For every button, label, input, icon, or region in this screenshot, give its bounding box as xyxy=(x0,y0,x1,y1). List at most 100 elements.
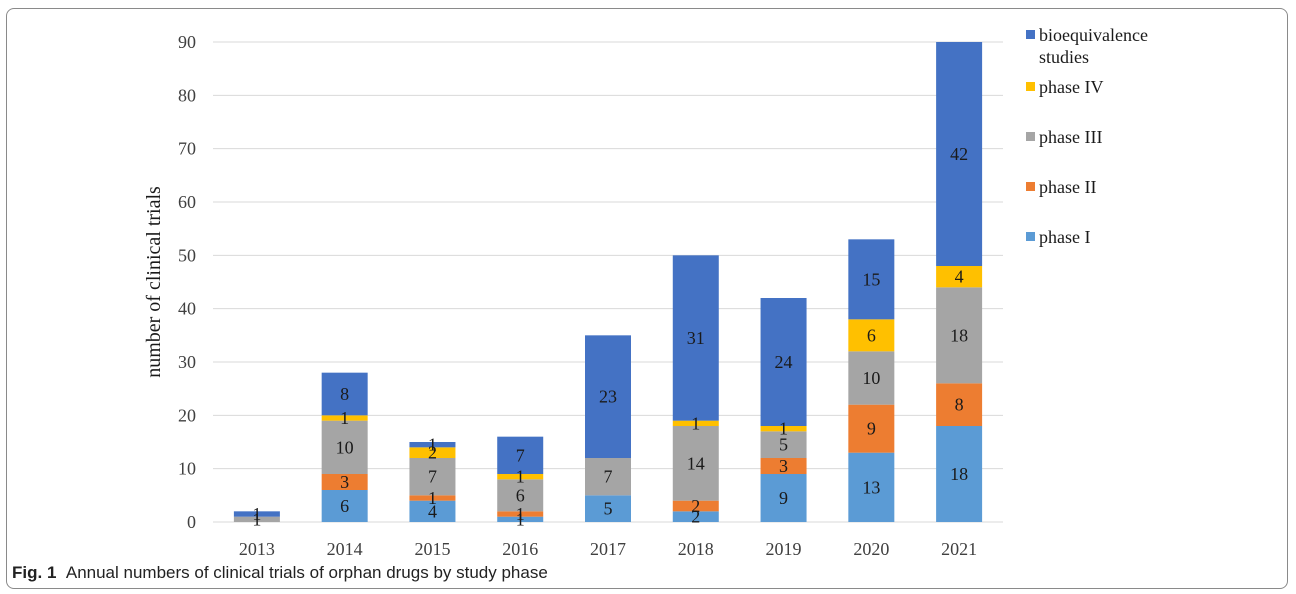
bar-segment xyxy=(936,383,983,426)
data-label: 4 xyxy=(428,501,437,521)
data-label: 1 xyxy=(691,413,700,433)
bar-segment xyxy=(848,452,895,522)
y-tick-label: 10 xyxy=(178,459,196,479)
data-label: 1 xyxy=(779,419,788,439)
bar-segment xyxy=(760,431,807,458)
data-label: 3 xyxy=(340,472,349,492)
legend-item: phase IV xyxy=(1026,76,1189,98)
bar-segment xyxy=(321,372,368,416)
bar-segment xyxy=(497,436,544,474)
bar-segment xyxy=(760,458,807,474)
data-label: 7 xyxy=(604,467,613,487)
legend-item: phase III xyxy=(1026,126,1189,148)
y-tick-label: 50 xyxy=(178,245,196,265)
bar-segment xyxy=(233,511,280,517)
data-label: 4 xyxy=(955,267,964,287)
bar-segment xyxy=(672,420,719,426)
data-label: 42 xyxy=(950,144,968,164)
legend-label: bioequivalence studies xyxy=(1039,25,1148,67)
bar-segment xyxy=(672,500,719,512)
data-label: 31 xyxy=(687,328,705,348)
data-label: 8 xyxy=(340,384,349,404)
bar-segment xyxy=(409,458,456,496)
data-label: 1 xyxy=(340,408,349,428)
y-tick-label: 80 xyxy=(178,85,196,105)
bar-segment xyxy=(497,511,544,517)
legend-swatch xyxy=(1026,82,1035,91)
bar-segment xyxy=(672,426,719,501)
data-label: 7 xyxy=(516,445,525,465)
legend-swatch xyxy=(1026,132,1035,141)
data-label: 1 xyxy=(428,488,437,508)
bar-segment xyxy=(936,266,983,288)
data-label: 1 xyxy=(516,504,525,524)
x-tick-label: 2016 xyxy=(502,539,538,559)
data-label: 1 xyxy=(516,509,525,529)
x-tick-label: 2015 xyxy=(414,539,450,559)
bar-segment xyxy=(760,426,807,432)
data-label: 6 xyxy=(340,496,349,516)
data-label: 9 xyxy=(867,419,876,439)
legend-swatch xyxy=(1026,232,1035,241)
bar-segment xyxy=(409,447,456,458)
bar-segment xyxy=(585,458,631,496)
legend-label: phase I xyxy=(1039,227,1091,247)
bar-segment xyxy=(672,255,719,421)
bar-segment xyxy=(409,495,456,501)
bars xyxy=(233,42,983,522)
y-tick-label: 60 xyxy=(178,192,196,212)
legend-item: bioequivalence studies xyxy=(1026,24,1189,68)
data-label: 18 xyxy=(950,325,968,345)
legend-label: phase III xyxy=(1039,127,1103,147)
bar-segment xyxy=(409,500,456,522)
y-tick-label: 40 xyxy=(178,299,196,319)
data-label: 6 xyxy=(867,325,876,345)
data-labels: 11 63101841721116175723221413193512413910… xyxy=(252,144,968,529)
y-tick-label: 20 xyxy=(178,405,196,425)
x-tick-label: 2019 xyxy=(766,539,802,559)
data-label: 15 xyxy=(862,269,880,289)
legend-swatch xyxy=(1026,30,1035,39)
y-tick-label: 90 xyxy=(178,32,196,52)
bar-segment xyxy=(848,319,895,352)
data-label: 10 xyxy=(862,368,880,388)
bar-segment xyxy=(936,287,983,384)
data-label: 1 xyxy=(428,435,437,455)
figure-frame xyxy=(6,8,1288,589)
data-label: 9 xyxy=(779,488,788,508)
y-tick-label: 0 xyxy=(187,512,196,532)
x-tick-label: 2020 xyxy=(853,539,889,559)
bar-segment xyxy=(672,511,719,522)
bar-segment xyxy=(233,516,280,522)
bar-segment xyxy=(321,490,368,522)
bar-segment xyxy=(848,351,895,405)
figure-caption: Fig. 1 Annual numbers of clinical trials… xyxy=(12,563,548,583)
x-tick-label: 2018 xyxy=(678,539,714,559)
x-axis-ticks: 2013 2014 2015 2016 2017 2018 2019 2020 2021 xyxy=(239,539,977,559)
legend-label: phase IV xyxy=(1039,77,1104,97)
data-label: 1 xyxy=(252,509,261,529)
caption-label: Fig. 1 xyxy=(12,563,57,582)
y-axis-label: number of clinical trials xyxy=(143,186,165,378)
bar-segment xyxy=(497,474,544,480)
data-label: 7 xyxy=(428,467,437,487)
data-label: 8 xyxy=(955,395,964,415)
data-label: 3 xyxy=(779,456,788,476)
data-label: 13 xyxy=(862,477,880,497)
legend-swatch xyxy=(1026,182,1035,191)
data-label: 5 xyxy=(604,499,613,519)
data-label: 1 xyxy=(252,504,261,524)
bar-segment xyxy=(497,479,544,512)
data-label: 23 xyxy=(599,387,617,407)
x-tick-label: 2014 xyxy=(327,539,363,559)
legend-item: phase II xyxy=(1026,176,1189,198)
bar-segment xyxy=(585,495,631,522)
data-label: 6 xyxy=(516,485,525,505)
bar-segment xyxy=(936,42,983,266)
bar-segment xyxy=(760,474,807,522)
bar-segment xyxy=(585,335,631,458)
bar-segment xyxy=(497,516,544,522)
y-axis-ticks: 0 10 20 30 40 50 60 70 80 90 xyxy=(178,32,196,532)
x-tick-label: 2021 xyxy=(941,539,977,559)
